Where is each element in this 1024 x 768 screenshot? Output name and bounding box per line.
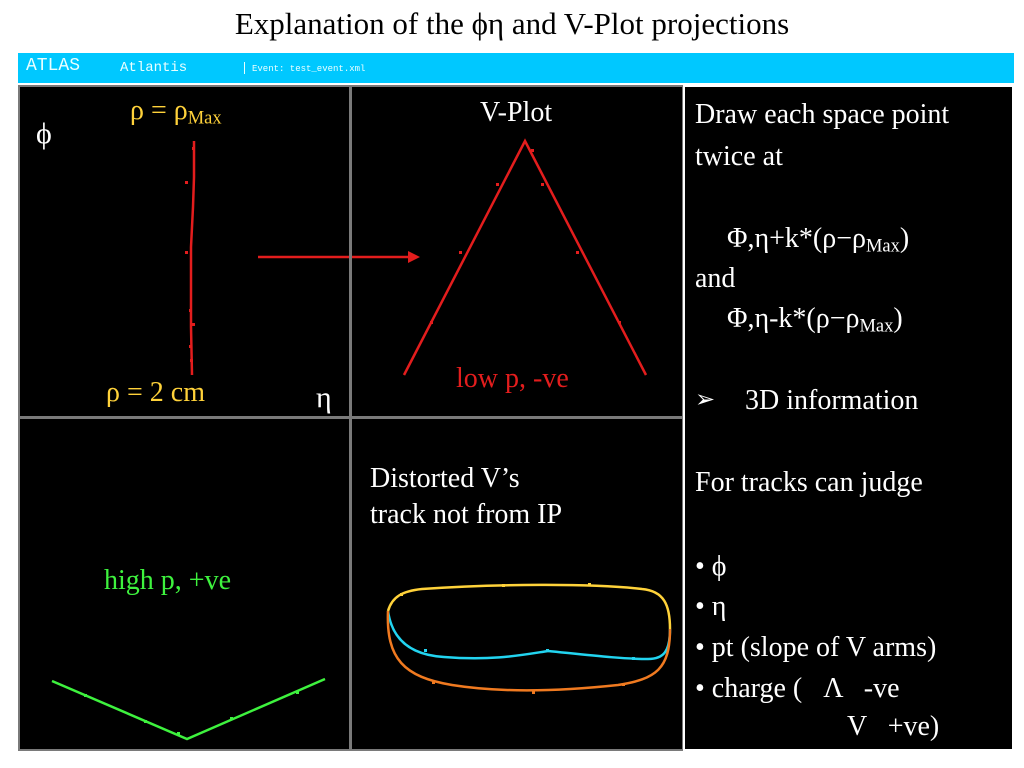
bullet-pt: • pt (slope of V arms) — [695, 632, 937, 663]
rho-max-label: ρ = ρMax — [130, 95, 222, 128]
bullet-charge-cont: V +ve) — [847, 711, 940, 742]
bullet-phi: • ϕ — [695, 551, 727, 582]
bullet-charge: • charge ( Λ -ve — [695, 673, 900, 704]
v-plot-hits — [430, 149, 621, 324]
cyan-hits — [424, 649, 635, 660]
app-title-bar: ATLAS Atlantis Event: test_event.xml — [18, 53, 1014, 83]
low-p-caption: low p, -ve — [456, 363, 569, 394]
atlas-label: ATLAS — [26, 56, 81, 76]
atlantis-label: Atlantis — [120, 60, 188, 76]
event-filename: Event: test_event.xml — [252, 64, 366, 74]
orange-hits — [432, 681, 625, 694]
text-line-draw: Draw each space point — [695, 99, 950, 130]
high-p-panel: high p, +ve — [18, 417, 351, 751]
phi-eta-panel: ρ = ρMax ϕ ρ = 2 cm η — [18, 85, 351, 418]
orange-track — [386, 610, 672, 692]
distorted-caption-line2: track not from IP — [370, 499, 563, 530]
formula-minus: Φ,η-k*(ρ−ρMax) — [727, 303, 903, 336]
v-plot-panel: V-Plot low p, -ve — [350, 85, 684, 418]
v-plot-diagram — [352, 138, 648, 376]
text-line-twice: twice at — [695, 141, 783, 172]
flat-v-plot — [51, 677, 326, 741]
flat-v-hits — [84, 691, 299, 735]
formula-plus: Φ,η+k*(ρ−ρMax) — [727, 223, 910, 256]
high-p-caption: high p, +ve — [104, 565, 231, 596]
vertical-track-line — [189, 141, 196, 376]
rho-2cm-label: ρ = 2 cm — [106, 377, 205, 408]
text-line-judge: For tracks can judge — [695, 467, 923, 498]
arrow-head-vplot — [408, 251, 420, 263]
explanation-text-box: Draw each space point twice at Φ,η+k*(ρ−… — [683, 85, 1014, 751]
track-hits — [185, 147, 195, 362]
yellow-hits — [400, 583, 591, 596]
title-separator — [244, 62, 245, 74]
bullet-eta: • η — [695, 591, 727, 622]
inverted-v-track — [402, 138, 648, 376]
cyan-track — [386, 610, 672, 661]
phi-eta-plot — [185, 141, 349, 376]
eta-axis-label: η — [316, 381, 332, 414]
flat-v-track — [51, 677, 326, 741]
yellow-track — [386, 583, 672, 630]
text-line-and: and — [695, 263, 736, 294]
distorted-v-panel: Distorted V’s track not from IP — [350, 417, 684, 751]
text-line-3d: 3D information — [745, 385, 919, 416]
distorted-caption-line1: Distorted V’s — [370, 463, 520, 494]
phi-axis-label: ϕ — [36, 117, 52, 150]
slide-title: Explanation of the ϕη and V-Plot project… — [234, 6, 790, 41]
distorted-v-plot — [386, 583, 672, 694]
v-plot-title: V-Plot — [480, 97, 553, 128]
arrow-bullet-icon: ➢ — [695, 385, 716, 413]
